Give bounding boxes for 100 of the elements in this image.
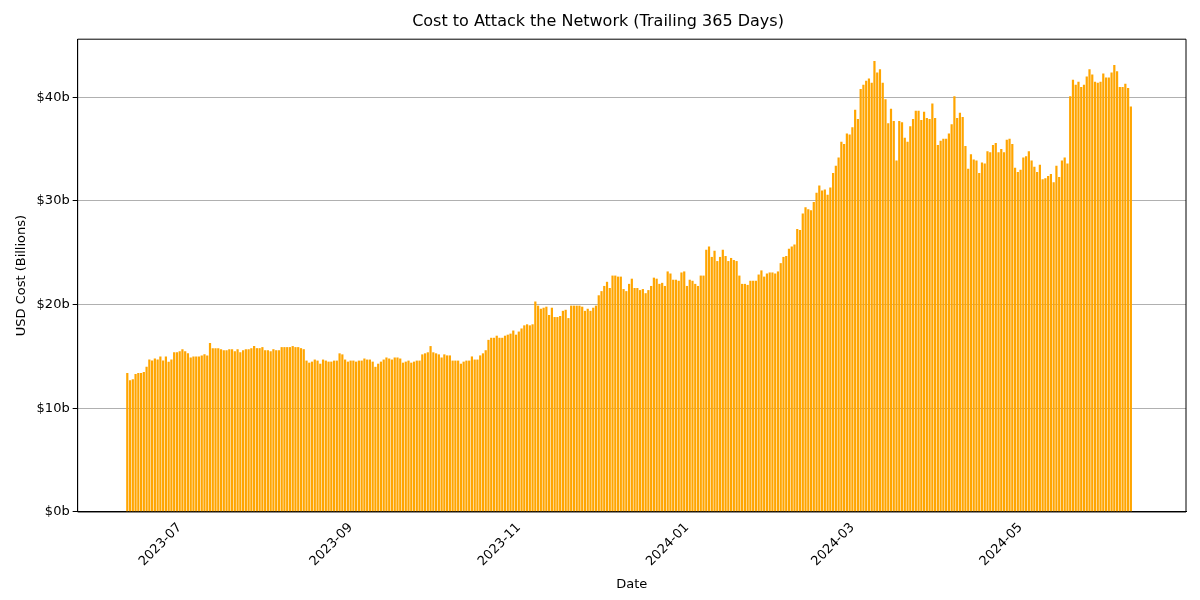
bar xyxy=(434,353,438,512)
bar xyxy=(217,348,220,512)
bar xyxy=(528,325,531,512)
bar xyxy=(749,280,752,512)
bar xyxy=(368,359,372,512)
bar xyxy=(1044,178,1047,512)
bar xyxy=(787,248,791,512)
bar xyxy=(440,357,443,512)
bar xyxy=(308,362,311,512)
bar xyxy=(299,348,303,512)
bar xyxy=(525,324,529,512)
bar xyxy=(647,290,650,512)
bar xyxy=(473,359,476,512)
bar xyxy=(385,357,388,512)
y-tick-label: $40b xyxy=(36,88,70,104)
bar xyxy=(534,301,537,512)
y-tick-label: $0b xyxy=(44,503,70,519)
bar xyxy=(523,325,526,512)
bar xyxy=(388,358,391,512)
bar xyxy=(765,273,769,512)
bar xyxy=(506,334,509,512)
bar xyxy=(366,359,369,512)
bar xyxy=(1038,164,1041,512)
bar xyxy=(454,360,457,512)
bar xyxy=(261,347,264,512)
bar xyxy=(421,354,424,512)
bar xyxy=(214,348,217,512)
bar xyxy=(360,360,363,512)
bar xyxy=(401,362,405,512)
bar xyxy=(512,330,515,512)
bar xyxy=(572,305,576,512)
x-axis-title: Date xyxy=(616,575,648,591)
bar xyxy=(980,162,984,512)
bar xyxy=(222,350,225,512)
bar xyxy=(644,293,647,512)
bar xyxy=(1088,69,1091,512)
bar xyxy=(732,260,735,512)
bar xyxy=(498,337,501,512)
bar xyxy=(208,342,212,512)
bar xyxy=(746,284,749,512)
bar xyxy=(501,337,504,512)
bar xyxy=(953,96,956,512)
bar xyxy=(186,353,190,512)
bar xyxy=(495,335,498,512)
bar xyxy=(219,349,223,512)
bar xyxy=(707,246,711,512)
bar xyxy=(338,353,341,512)
bar xyxy=(627,283,631,512)
bar xyxy=(994,142,997,512)
bar xyxy=(630,278,633,512)
bar xyxy=(939,140,942,512)
bar xyxy=(225,350,228,512)
bar xyxy=(310,361,314,512)
bar xyxy=(1011,143,1014,512)
bar xyxy=(148,359,151,512)
bar xyxy=(316,360,319,512)
bar xyxy=(1049,173,1053,512)
bar xyxy=(713,250,716,512)
bar xyxy=(244,349,247,512)
bar xyxy=(465,360,468,512)
bar xyxy=(859,88,862,512)
bar xyxy=(771,272,774,512)
bar xyxy=(479,355,482,512)
bar xyxy=(437,354,440,512)
bar xyxy=(889,108,893,512)
bar xyxy=(139,373,143,512)
bar xyxy=(1047,176,1050,512)
bar xyxy=(958,112,962,512)
bar xyxy=(680,272,683,512)
bar xyxy=(443,354,446,512)
bar xyxy=(564,309,567,512)
bar xyxy=(156,359,159,512)
bar xyxy=(407,360,410,512)
bar xyxy=(556,317,559,512)
bar xyxy=(694,283,697,512)
bar xyxy=(374,366,377,512)
bar xyxy=(669,273,672,512)
bar xyxy=(578,305,581,512)
bar xyxy=(195,356,198,512)
bar xyxy=(283,347,286,512)
bar xyxy=(603,285,606,512)
bar xyxy=(867,78,871,512)
bar xyxy=(269,351,272,512)
bar xyxy=(181,349,184,512)
y-tick-label: $20b xyxy=(36,295,70,311)
bar xyxy=(614,275,617,512)
bar xyxy=(272,349,275,512)
bar xyxy=(674,279,678,512)
bar xyxy=(200,355,203,512)
bar xyxy=(542,307,545,512)
bar xyxy=(878,69,882,512)
bar xyxy=(616,276,620,512)
bar xyxy=(691,280,694,512)
bar xyxy=(991,144,995,512)
bar xyxy=(605,281,609,512)
bar xyxy=(236,349,239,512)
bar xyxy=(481,353,485,512)
bar xyxy=(250,348,253,512)
bar xyxy=(514,334,518,512)
bar xyxy=(922,111,926,512)
